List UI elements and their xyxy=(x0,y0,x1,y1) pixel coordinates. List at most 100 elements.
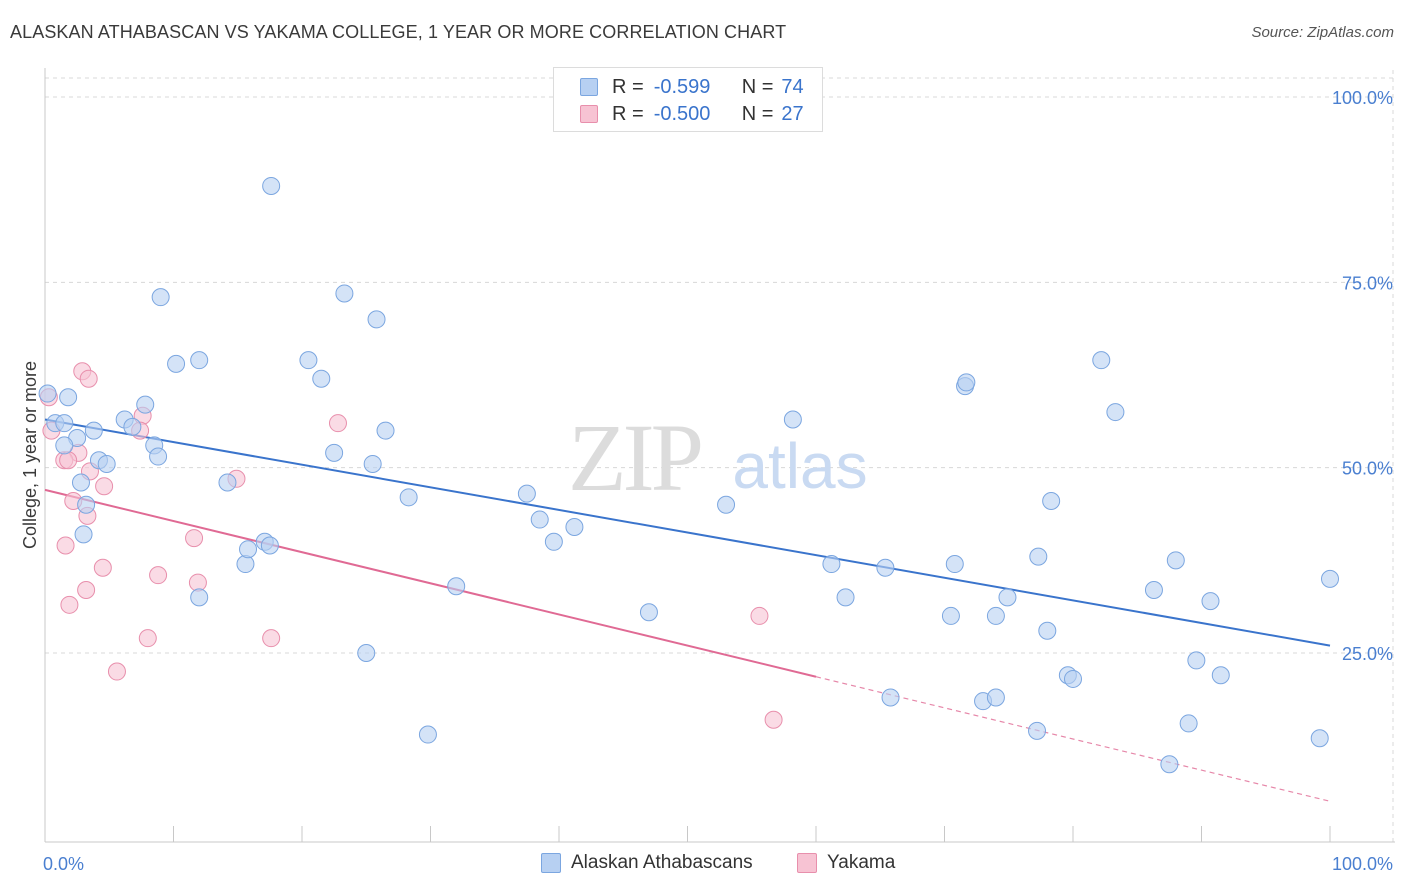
athabascan-point xyxy=(55,436,74,455)
yakama-point xyxy=(764,710,783,729)
yakama-point xyxy=(328,414,347,433)
axes xyxy=(44,68,1395,843)
athabascan-points xyxy=(38,176,1339,774)
athabascan-r-value: -0.599 xyxy=(653,75,711,98)
athabascan-point xyxy=(783,410,802,429)
athabascan-point xyxy=(299,351,318,370)
athabascan-point xyxy=(239,540,258,559)
athabascan-point xyxy=(986,606,1005,625)
athabascan-point xyxy=(236,555,255,574)
athabascan-point xyxy=(836,588,855,607)
athabascan-point xyxy=(1038,621,1057,640)
athabascan-point xyxy=(71,473,90,492)
tick-labels: 25.0% 50.0% 75.0% 100.0% 0.0% 100.0% xyxy=(43,88,1393,874)
athabascan-point xyxy=(136,395,155,414)
n-label: N = xyxy=(741,102,774,125)
athabascan-point xyxy=(38,384,57,403)
athabascan-point xyxy=(717,495,736,514)
stats-row-athabascan: R = -0.599 N = 74 xyxy=(554,73,804,101)
athabascan-point xyxy=(1160,755,1179,774)
series-legend: Alaskan Athabascans Yakama xyxy=(0,852,1406,878)
athabascan-point xyxy=(1029,547,1048,566)
athabascan-point xyxy=(1211,666,1230,685)
athabascan-point xyxy=(998,588,1017,607)
athabascan-n-value: 74 xyxy=(781,75,804,98)
r-label: R = xyxy=(612,102,644,125)
yakama-legend-swatch xyxy=(797,853,817,873)
athabascan-point xyxy=(84,421,103,440)
y-tick-label: 100.0% xyxy=(1332,88,1393,108)
yakama-swatch xyxy=(580,105,598,123)
source-label: Source: ZipAtlas.com xyxy=(1251,24,1394,41)
yakama-point xyxy=(262,629,281,648)
yakama-point xyxy=(93,558,112,577)
athabascan-point xyxy=(1187,651,1206,670)
athabascan-point xyxy=(77,495,96,514)
legend-athabascan-label: Alaskan Athabascans xyxy=(571,852,753,873)
athabascan-point xyxy=(149,447,168,466)
yakama-point xyxy=(56,536,75,555)
athabascan-point xyxy=(151,288,170,307)
athabascan-point xyxy=(325,443,344,462)
yakama-point xyxy=(77,580,96,599)
yakama-n-value: 27 xyxy=(781,102,804,125)
legend-yakama-label: Yakama xyxy=(827,852,896,873)
yakama-point xyxy=(60,595,79,614)
athabascan-point xyxy=(367,310,386,329)
athabascan-point xyxy=(262,176,281,195)
legend-item-yakama[interactable]: Yakama xyxy=(797,852,895,874)
athabascan-point xyxy=(55,414,74,433)
legend-item-athabascan[interactable]: Alaskan Athabascans xyxy=(541,852,753,874)
watermark-zip: ZIP xyxy=(568,404,701,511)
r-label: R = xyxy=(612,75,644,98)
athabascan-point xyxy=(1042,492,1061,511)
athabascan-point xyxy=(97,454,116,473)
athabascan-point xyxy=(260,536,279,555)
yakama-trend-line xyxy=(44,488,817,678)
athabascan-point xyxy=(544,532,563,551)
athabascan-point xyxy=(1106,403,1125,422)
athabascan-point xyxy=(190,588,209,607)
watermark-atlas: atlas xyxy=(732,430,867,502)
athabascan-swatch xyxy=(580,78,598,96)
yakama-point xyxy=(107,662,126,681)
y-axis-label: College, 1 year or more xyxy=(20,361,40,549)
stats-row-yakama: R = -0.500 N = 27 xyxy=(554,100,804,128)
yakama-point xyxy=(79,369,98,388)
athabascan-point xyxy=(167,354,186,373)
athabascan-point xyxy=(957,373,976,392)
athabascan-point xyxy=(639,603,658,622)
athabascan-point xyxy=(881,688,900,707)
yakama-point xyxy=(185,529,204,548)
trend-lines xyxy=(44,418,1331,802)
stats-legend: R = -0.599 N = 74 R = -0.500 N = 27 xyxy=(553,67,823,132)
n-label: N = xyxy=(741,75,774,98)
athabascan-point xyxy=(1310,729,1329,748)
athabascan-point xyxy=(418,725,437,744)
x-tick-label: 0.0% xyxy=(43,854,84,874)
athabascan-point xyxy=(399,488,418,507)
athabascan-point xyxy=(190,351,209,370)
athabascan-point xyxy=(986,688,1005,707)
athabascan-point xyxy=(1092,351,1111,370)
athabascan-point xyxy=(876,558,895,577)
athabascan-point xyxy=(312,369,331,388)
athabascan-point xyxy=(530,510,549,529)
athabascan-point xyxy=(941,606,960,625)
athabascan-point xyxy=(1166,551,1185,570)
y-tick-label: 50.0% xyxy=(1342,459,1393,479)
athabascan-point xyxy=(822,555,841,574)
y-tick-label: 25.0% xyxy=(1342,644,1393,664)
athabascan-point xyxy=(335,284,354,303)
athabascan-point xyxy=(517,484,536,503)
yakama-point xyxy=(95,477,114,496)
athabascan-point xyxy=(1028,721,1047,740)
athabascan-legend-swatch xyxy=(541,853,561,873)
athabascan-point xyxy=(1144,580,1163,599)
yakama-r-value: -0.500 xyxy=(653,102,711,125)
athabascan-point xyxy=(74,525,93,544)
athabascan-point xyxy=(59,388,78,407)
athabascan-point xyxy=(1064,669,1082,688)
watermark: ZIP atlas xyxy=(568,404,868,511)
athabascan-point xyxy=(1179,714,1198,733)
